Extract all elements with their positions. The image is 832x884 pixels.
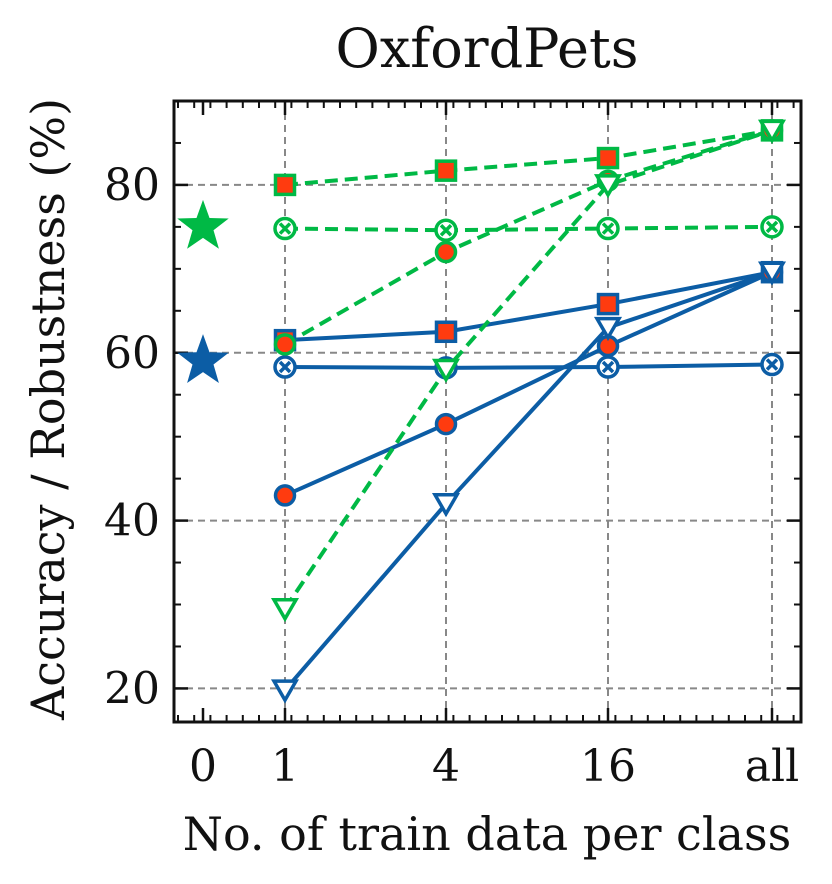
marker-circle (434, 412, 458, 436)
grid-layer (174, 101, 801, 722)
marker-x (278, 360, 292, 374)
marker-circle (273, 333, 297, 356)
data-point-green-x (760, 215, 784, 239)
data-point-green-square (273, 173, 297, 197)
series-layer (270, 119, 787, 704)
series-line-blue-x (284, 362, 773, 370)
marker-square (596, 292, 620, 316)
data-point-blue-triangle (593, 316, 623, 342)
y-tick-label: 40 (104, 496, 160, 547)
tick-labels: 0 1 4 16 all 20 40 60 80 (104, 160, 799, 792)
data-point-green-square (596, 146, 620, 170)
x-tick-label: all (745, 741, 799, 792)
series-line-green-x (284, 224, 773, 233)
marker-x (765, 358, 779, 371)
data-point-blue-circle (434, 412, 458, 436)
chart-title: OxfordPets (336, 17, 639, 80)
data-point-green-circle (273, 333, 297, 356)
data-point-blue-triangle (270, 679, 300, 704)
data-point-green-square (434, 159, 458, 182)
data-point-blue-triangle (431, 493, 461, 518)
x-tick-label: 16 (580, 741, 636, 792)
marker-x (601, 360, 615, 374)
marker-x (765, 220, 779, 234)
x-tick-label: 1 (271, 741, 299, 792)
data-point-green-x (434, 218, 458, 242)
marker-circle (273, 484, 297, 507)
marker-x (601, 222, 615, 235)
series-line-blue-square (284, 270, 773, 343)
y-tick-label: 20 (104, 663, 160, 714)
data-point-blue-x (596, 355, 620, 379)
marker-square (434, 320, 458, 344)
marker-x (439, 223, 453, 237)
series-line-blue-circle (284, 270, 773, 498)
data-point-blue-circle (273, 484, 297, 507)
marker-triangle (757, 119, 787, 144)
data-point-blue-triangle (757, 261, 787, 286)
data-point-green-x (596, 216, 620, 241)
marker-square (596, 146, 620, 170)
data-point-green-triangle (270, 597, 300, 623)
y-tick-label: 80 (104, 160, 160, 211)
data-point-blue-x (273, 355, 297, 379)
data-point-green-x (273, 216, 297, 241)
marker-triangle (431, 358, 461, 384)
plot-frame (172, 99, 803, 724)
data-point-green-triangle (757, 119, 787, 144)
marker-circle (434, 240, 458, 264)
x-axis-label: No. of train data per class (183, 807, 791, 861)
x-tick-label: 4 (432, 741, 460, 792)
data-point-green-circle (434, 240, 458, 264)
marker-x (278, 222, 292, 235)
data-point-blue-square (434, 320, 458, 344)
data-point-green-triangle (431, 358, 461, 384)
marker-triangle (431, 493, 461, 518)
marker-triangle (270, 597, 300, 623)
x-tick-label: 0 (189, 741, 217, 792)
ticks-layer (174, 101, 801, 722)
green-zero-shot-star (177, 199, 229, 249)
y-tick-label: 60 (104, 328, 160, 379)
y-axis-label: Accuracy / Robustness (%) (21, 98, 75, 721)
marker-triangle (270, 679, 300, 704)
marker-triangle (593, 174, 623, 199)
series-line-green-triangle (283, 128, 773, 610)
marker-square (434, 159, 458, 182)
data-point-green-triangle (593, 174, 623, 199)
marker-triangle (757, 261, 787, 286)
series-line-blue-triangle (283, 270, 773, 692)
zero-shot-layer (177, 199, 229, 383)
marker-square (273, 173, 297, 197)
blue-zero-shot-star (177, 334, 229, 383)
series-line-green-square (284, 128, 773, 187)
data-point-blue-x (760, 352, 784, 377)
data-point-blue-square (596, 292, 620, 316)
marker-triangle (593, 316, 623, 342)
